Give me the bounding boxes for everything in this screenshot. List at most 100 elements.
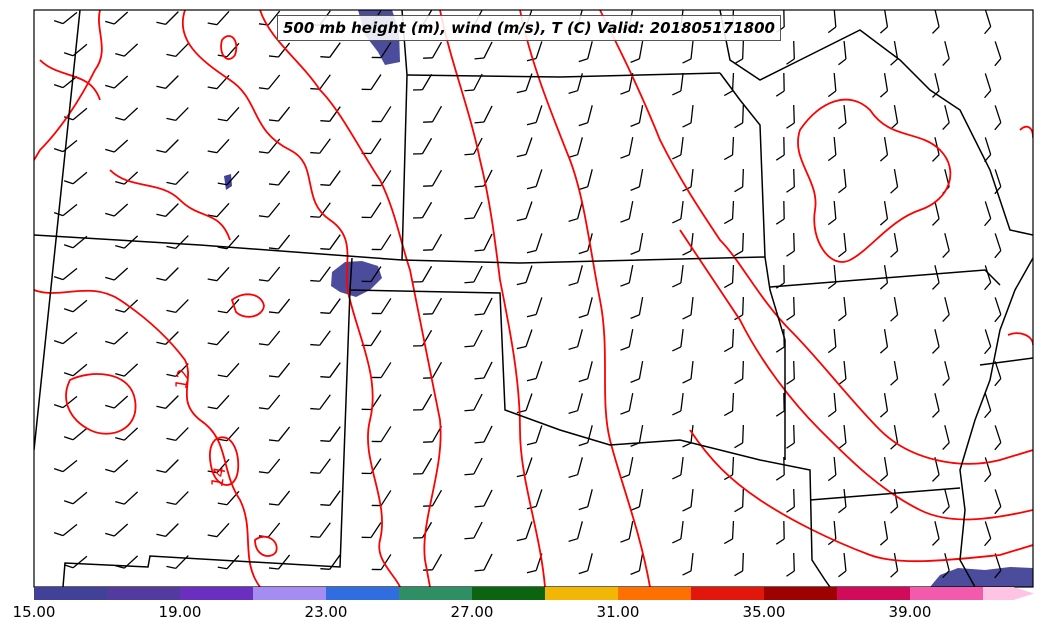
wind-barb-icon bbox=[994, 105, 1002, 131]
wind-barb-icon bbox=[786, 40, 795, 65]
shaded-region bbox=[331, 261, 382, 297]
wind-barb-icon bbox=[723, 136, 735, 161]
wind-barb-icon bbox=[630, 553, 644, 575]
wind-barb-icon bbox=[413, 201, 433, 219]
wind-barb-icon bbox=[630, 105, 644, 127]
colorbar-segment bbox=[618, 587, 691, 600]
wind-barb-icon bbox=[320, 426, 341, 442]
wind-barb-icon bbox=[942, 297, 950, 322]
wind-barb-icon bbox=[723, 328, 735, 353]
wind-barb-icon bbox=[423, 489, 443, 507]
wind-barb-icon bbox=[526, 105, 543, 126]
wind-barb-icon bbox=[371, 170, 392, 187]
wind-barb-icon bbox=[786, 104, 795, 129]
wind-barb-icon bbox=[207, 138, 230, 154]
wind-barb-icon bbox=[942, 41, 950, 66]
wind-barb-icon bbox=[53, 395, 78, 409]
wind-barb-icon bbox=[516, 201, 533, 222]
wind-barb-icon bbox=[53, 459, 78, 473]
wind-barb-icon bbox=[630, 41, 644, 63]
wind-barb-icon bbox=[786, 168, 795, 193]
wind-barb-icon bbox=[423, 169, 443, 187]
state-boundary bbox=[719, 72, 786, 460]
wind-barb-icon bbox=[105, 395, 129, 409]
wind-barb-icon bbox=[258, 138, 281, 154]
wind-barb-icon bbox=[578, 489, 593, 511]
wind-barb-icon bbox=[361, 202, 382, 219]
colorbar-segment bbox=[34, 587, 107, 600]
wind-barb-icon bbox=[630, 361, 644, 383]
wind-barb-icon bbox=[464, 137, 483, 156]
temperature-contour bbox=[34, 289, 261, 587]
colorbar-segment bbox=[253, 587, 326, 600]
state-boundary bbox=[769, 269, 1001, 288]
wind-barb-icon bbox=[931, 10, 940, 34]
wind-barb-icon bbox=[156, 459, 179, 473]
wind-barb-icon bbox=[115, 555, 139, 569]
wind-barb-icon bbox=[526, 233, 543, 254]
wind-barb-icon bbox=[994, 169, 1002, 195]
colorbar-segment bbox=[837, 587, 910, 600]
wind-barb-icon bbox=[879, 137, 889, 162]
wind-barb-icon bbox=[217, 426, 240, 442]
wind-barb-icon bbox=[516, 137, 533, 158]
wind-barb-icon bbox=[734, 232, 744, 257]
wind-barb-icon bbox=[156, 331, 179, 345]
wind-barb-icon bbox=[115, 43, 139, 57]
wind-barb-icon bbox=[890, 169, 899, 194]
wind-barb-icon bbox=[827, 456, 837, 482]
wind-barb-icon bbox=[620, 201, 634, 223]
wind-barb-icon bbox=[984, 329, 992, 355]
wind-barb-icon bbox=[207, 10, 230, 26]
wind-barb-icon bbox=[371, 490, 392, 507]
wind-barb-icon bbox=[931, 265, 940, 290]
wind-barb-icon bbox=[984, 521, 992, 547]
wind-barb-icon bbox=[984, 393, 992, 419]
temperature-contour bbox=[109, 169, 231, 241]
wind-barb-icon bbox=[516, 329, 533, 350]
wind-barb-icon bbox=[984, 201, 992, 227]
wind-barb-icon bbox=[775, 520, 785, 545]
wind-barb-icon bbox=[682, 104, 694, 128]
wind-barb-icon bbox=[371, 234, 392, 251]
wind-barb-icon bbox=[310, 522, 331, 538]
wind-barb-icon bbox=[734, 360, 744, 385]
wind-barb-icon bbox=[474, 489, 493, 508]
state-boundary bbox=[719, 10, 1033, 236]
wind-barb-icon bbox=[423, 41, 443, 59]
wind-barb-icon bbox=[310, 202, 331, 218]
wind-barb-icon bbox=[723, 520, 735, 545]
wind-barb-icon bbox=[734, 488, 744, 513]
wind-barb-icon bbox=[268, 554, 291, 570]
wind-barb-icon bbox=[838, 296, 847, 322]
wind-barb-icon bbox=[464, 73, 483, 92]
wind-barb-icon bbox=[775, 456, 785, 481]
wind-barb-icon bbox=[413, 265, 433, 283]
wind-barb-icon bbox=[568, 457, 583, 479]
wind-barb-icon bbox=[879, 457, 889, 482]
wind-barb-icon bbox=[207, 202, 230, 218]
wind-barb-icon bbox=[156, 395, 179, 409]
wind-barb-icon bbox=[217, 298, 240, 314]
wind-barb-icon bbox=[464, 329, 483, 348]
wind-barb-icon bbox=[63, 299, 88, 313]
wind-barb-icon bbox=[464, 201, 483, 220]
wind-barb-icon bbox=[838, 488, 847, 514]
wind-barb-icon bbox=[890, 361, 899, 386]
wind-barb-icon bbox=[371, 42, 392, 59]
wind-barb-icon bbox=[166, 171, 189, 186]
wind-barb-icon bbox=[682, 552, 694, 576]
colorbar-segment bbox=[107, 587, 180, 600]
wind-barb-icon bbox=[474, 233, 493, 252]
wind-barb-icon bbox=[672, 392, 684, 416]
wind-barb-icon bbox=[63, 555, 88, 569]
wind-barb-icon bbox=[63, 171, 88, 185]
wind-barb-icon bbox=[827, 264, 837, 290]
wind-barb-icon bbox=[984, 10, 992, 35]
wind-barb-icon bbox=[931, 201, 940, 226]
wind-barb-icon bbox=[827, 392, 837, 418]
temperature-contour bbox=[65, 373, 137, 435]
wind-barb-icon bbox=[994, 41, 1002, 67]
wind-barb-icon bbox=[310, 138, 331, 154]
wind-barb-icon bbox=[578, 169, 593, 191]
